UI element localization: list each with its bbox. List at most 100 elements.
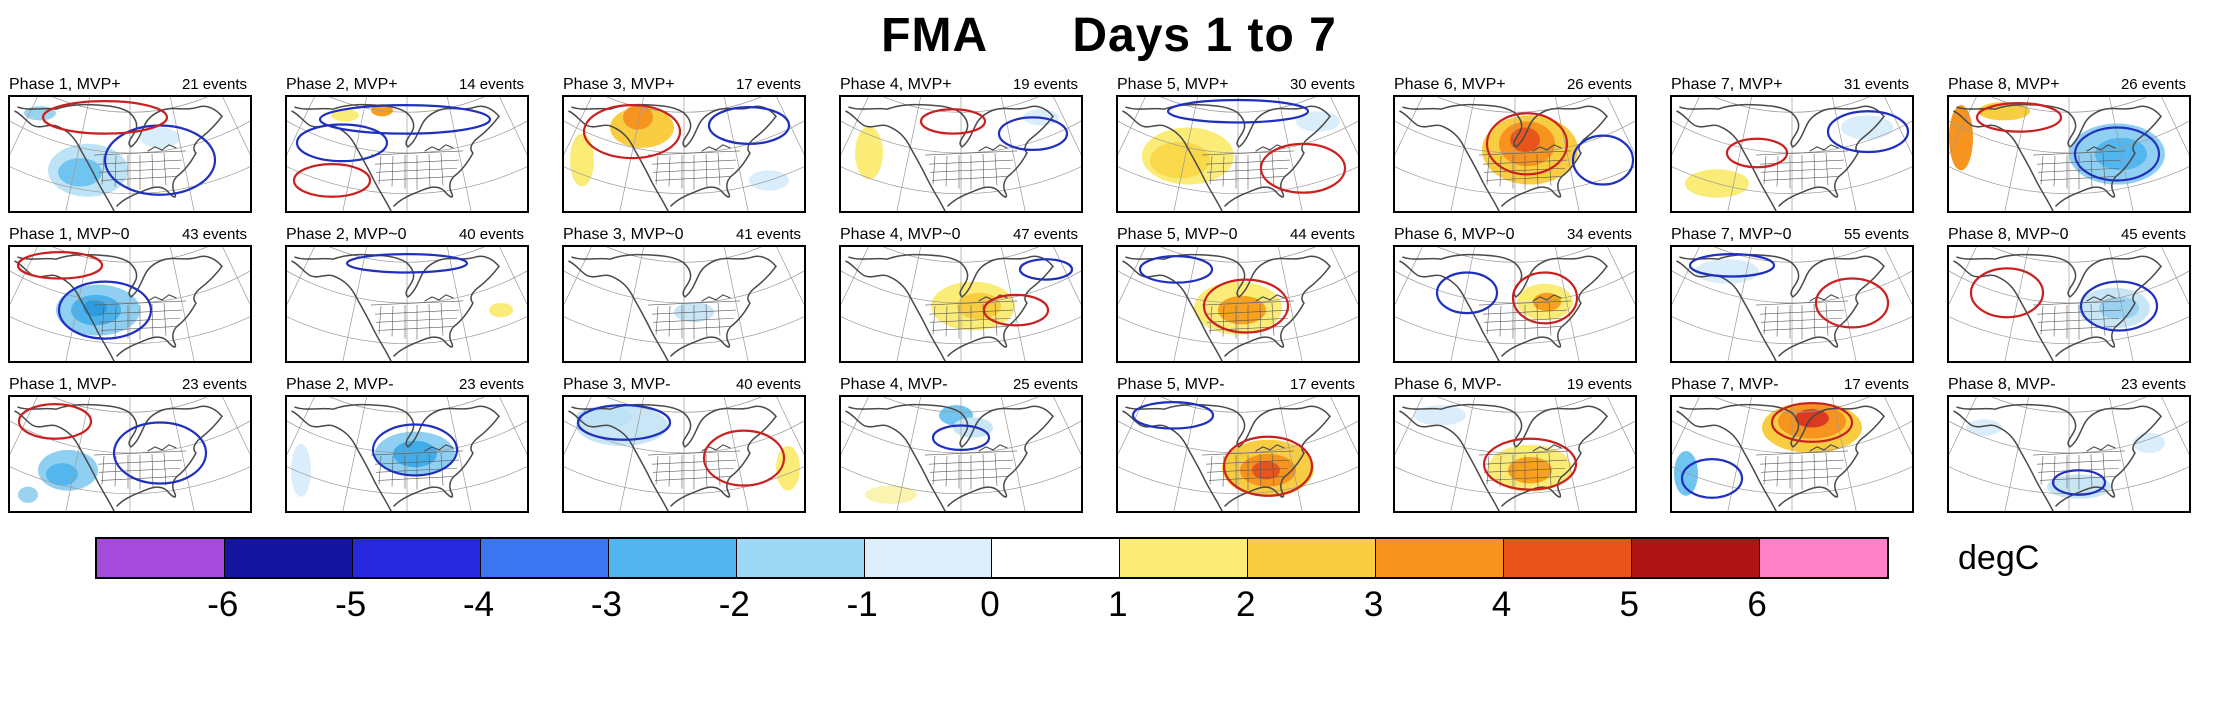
colorbar-segment <box>351 539 480 577</box>
colorbar-segment <box>1247 539 1376 577</box>
panel-events-count: 23 events <box>2120 376 2186 393</box>
map-panel: Phase 1, MVP- 23 events <box>8 375 252 513</box>
contour-layer <box>1680 401 1854 499</box>
panel-events-count: 40 events <box>458 226 524 243</box>
map-canvas <box>1947 95 2191 213</box>
map-panel: Phase 4, MVP- 25 events <box>839 375 1083 513</box>
map-canvas <box>8 395 252 513</box>
map-panel: Phase 5, MVP- 17 events <box>1116 375 1360 513</box>
colorbar-tick-label: 2 <box>1235 585 1256 624</box>
colorbar-units-label: degC <box>1958 539 2040 577</box>
panel-events-count: 31 events <box>1843 76 1909 93</box>
contour-layer <box>17 403 208 485</box>
colorbar-tick-label: -2 <box>718 585 750 624</box>
panel-grid: Phase 1, MVP+ 21 events Phase 2, MVP+ 14 ev… <box>0 75 2218 513</box>
contour-layer <box>2051 469 2107 496</box>
map-canvas <box>1116 95 1360 213</box>
panel-title: Phase 6, MVP- <box>1394 376 1502 393</box>
map-panel: Phase 3, MVP+ 17 events <box>562 75 806 213</box>
map-panel: Phase 2, MVP~0 40 events <box>285 225 529 363</box>
contour-layer <box>1138 255 1290 334</box>
map-panel: Phase 2, MVP+ 14 events <box>285 75 529 213</box>
colorbar-tick-label: 1 <box>1108 585 1128 624</box>
panel-title: Phase 4, MVP~0 <box>840 226 961 243</box>
anomaly-shading-layer <box>1414 405 1572 492</box>
panel-title: Phase 2, MVP- <box>286 376 394 393</box>
panel-header: Phase 3, MVP+ 17 events <box>562 75 802 95</box>
contour-layer <box>1975 101 2161 182</box>
contour-layer <box>1969 267 2159 332</box>
panel-header: Phase 7, MVP- 17 events <box>1670 375 1910 395</box>
panel-title: Phase 4, MVP+ <box>840 76 952 93</box>
map-canvas <box>1393 95 1637 213</box>
colorbar-segment <box>607 539 736 577</box>
panel-header: Phase 4, MVP+ 19 events <box>839 75 1079 95</box>
contour-layer <box>292 104 492 198</box>
panel-title: Phase 6, MVP+ <box>1394 76 1506 93</box>
panel-events-count: 17 events <box>735 76 801 93</box>
panel-title: Phase 1, MVP~0 <box>9 226 130 243</box>
panel-title: Phase 6, MVP~0 <box>1394 226 1515 243</box>
colorbar-segment <box>1503 539 1632 577</box>
panel-events-count: 26 events <box>2120 76 2186 93</box>
panel-events-count: 14 events <box>458 76 524 93</box>
anomaly-shading-layer <box>18 449 98 503</box>
contour-layer <box>919 108 1069 152</box>
map-canvas <box>562 395 806 513</box>
colorbar-tick-label: -1 <box>846 585 878 624</box>
panel-header: Phase 6, MVP- 19 events <box>1393 375 1633 395</box>
map-panel: Phase 6, MVP~0 34 events <box>1393 225 1637 363</box>
panel-events-count: 21 events <box>181 76 247 93</box>
panel-header: Phase 5, MVP~0 44 events <box>1116 225 1356 245</box>
panel-header: Phase 6, MVP+ 26 events <box>1393 75 1633 95</box>
colorbar-zone: degC -6 -5 -4 -3 -2 -1 0 1 2 3 4 5 6 <box>0 537 2218 657</box>
panel-events-count: 44 events <box>1289 226 1355 243</box>
contour-layer <box>931 424 991 452</box>
panel-header: Phase 3, MVP- 40 events <box>562 375 802 395</box>
map-canvas <box>1670 95 1914 213</box>
contour-layer <box>1485 112 1635 186</box>
panel-title: Phase 2, MVP+ <box>286 76 398 93</box>
panel-events-count: 30 events <box>1289 76 1355 93</box>
panel-row-MVP-: Phase 1, MVP- 23 events Phase 2, MVP- 23 ev… <box>8 375 2218 513</box>
panel-title: Phase 8, MVP~0 <box>1948 226 2069 243</box>
panel-header: Phase 8, MVP- 23 events <box>1947 375 2187 395</box>
map-panel: Phase 5, MVP~0 44 events <box>1116 225 1360 363</box>
panel-title: Phase 7, MVP~0 <box>1671 226 1792 243</box>
panel-title: Phase 4, MVP- <box>840 376 948 393</box>
anomaly-shading-layer <box>1966 419 2165 499</box>
panel-header: Phase 2, MVP~0 40 events <box>285 225 525 245</box>
colorbar-segment <box>1631 539 1759 577</box>
colorbar-segment <box>863 539 992 577</box>
map-panel: Phase 4, MVP~0 47 events <box>839 225 1083 363</box>
contour-layer <box>345 253 469 274</box>
panel-header: Phase 8, MVP+ 26 events <box>1947 75 2187 95</box>
colorbar-tick-label: 0 <box>980 585 1000 624</box>
anomaly-shading-layer <box>570 105 789 191</box>
map-panel: Phase 2, MVP- 23 events <box>285 375 529 513</box>
panel-title: Phase 5, MVP+ <box>1117 76 1229 93</box>
contour-layer <box>41 99 217 196</box>
map-canvas <box>562 245 806 363</box>
contour-layer <box>371 423 459 477</box>
panel-header: Phase 7, MVP+ 31 events <box>1670 75 1910 95</box>
map-canvas <box>839 245 1083 363</box>
contour-layer <box>576 404 786 487</box>
map-panel: Phase 8, MVP+ 26 events <box>1947 75 2191 213</box>
map-panel: Phase 1, MVP~0 43 events <box>8 225 252 363</box>
contour-layer <box>1725 110 1910 169</box>
map-panel: Phase 7, MVP+ 31 events <box>1670 75 1914 213</box>
map-canvas <box>1393 395 1637 513</box>
map-panel: Phase 1, MVP+ 21 events <box>8 75 252 213</box>
map-canvas <box>1116 395 1360 513</box>
anomaly-shading-layer <box>1695 259 1759 284</box>
panel-header: Phase 2, MVP+ 14 events <box>285 75 525 95</box>
panel-title: Phase 3, MVP+ <box>563 76 675 93</box>
contour-layer <box>1435 271 1579 325</box>
map-canvas <box>285 395 529 513</box>
colorbar-segment <box>1758 539 1887 577</box>
figure-title: FMA Days 1 to 7 <box>881 9 1337 62</box>
contour-layer <box>16 250 153 340</box>
map-canvas <box>1947 395 2191 513</box>
